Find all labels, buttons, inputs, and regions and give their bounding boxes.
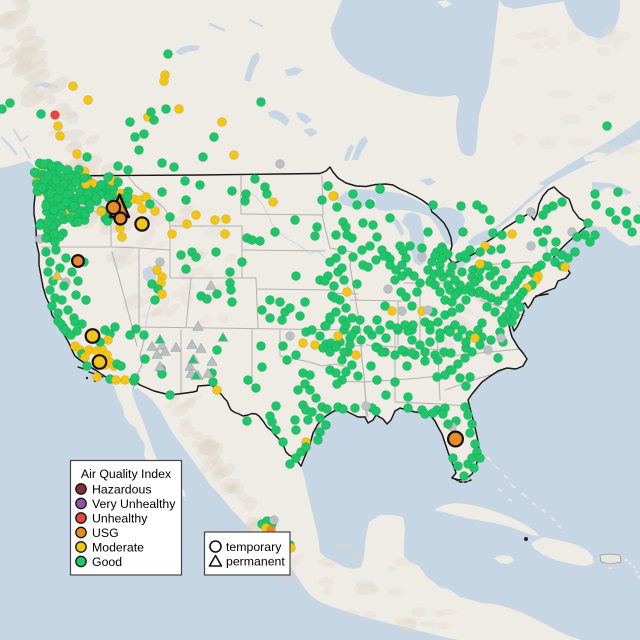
- svg-text:Moderate: Moderate: [92, 541, 144, 555]
- svg-text:Air Quality Index: Air Quality Index: [81, 467, 172, 481]
- svg-text:USG: USG: [92, 526, 119, 540]
- svg-text:temporary: temporary: [226, 540, 282, 554]
- svg-text:permanent: permanent: [226, 555, 285, 569]
- svg-text:Unhealthy: Unhealthy: [92, 512, 148, 526]
- svg-text:Hazardous: Hazardous: [92, 483, 151, 497]
- svg-text:Very Unhealthy: Very Unhealthy: [92, 497, 176, 511]
- svg-text:Good: Good: [92, 555, 122, 569]
